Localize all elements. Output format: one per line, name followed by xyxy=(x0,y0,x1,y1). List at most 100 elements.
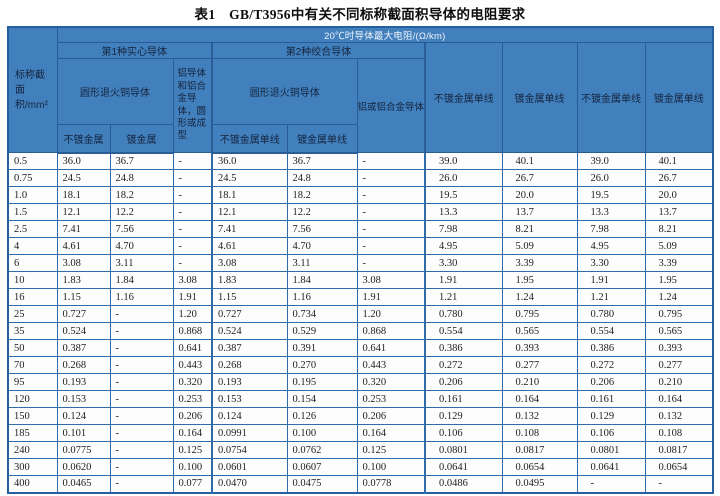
cell-col0: 300 xyxy=(7,458,58,476)
cell-col7: 0.0641 xyxy=(424,458,503,476)
table-row: 0.75 24.5 24.8-24.5 24.8-26.0 26.7 26.0 26.7 xyxy=(7,169,714,187)
cell-col10: 0.132 xyxy=(644,407,714,425)
cell-col8: 0.210 xyxy=(501,373,578,391)
cell-col1: 12.1 xyxy=(56,203,111,221)
cell-col10: 5.09 xyxy=(644,237,714,255)
cell-col1: 24.5 xyxy=(56,169,111,187)
cell-col3: 1.91 xyxy=(172,288,213,306)
cell-col2: 18.2 xyxy=(109,186,174,204)
cell-col1: 0.0465 xyxy=(56,475,111,493)
cell-col6: 0.253 xyxy=(356,390,426,408)
table-row: 150 0.124-0.206 0.124 0.126 0.206 0.129 0.132 0… xyxy=(7,407,714,425)
cell-col0: 185 xyxy=(7,424,58,442)
cell-col4: 0.0754 xyxy=(211,441,288,459)
cell-col7: 0.106 xyxy=(424,424,503,442)
cell-col8: 0.795 xyxy=(501,305,578,323)
table-row: 6 3.08 3.11-3.08 3.11-3.30 3.39 3.30 3.39 xyxy=(7,254,714,272)
cell-col0: 400 xyxy=(7,475,58,493)
cell-col5: 36.7 xyxy=(286,152,358,170)
cell-col8: 13.7 xyxy=(501,203,578,221)
cell-col3: 3.08 xyxy=(172,271,213,289)
header-g1-annealed-copper: 圆形退火铜导体 xyxy=(56,58,174,125)
cell-col7: 26.0 xyxy=(424,169,503,187)
cell-col1: 0.0775 xyxy=(56,441,111,459)
cell-col3: - xyxy=(172,237,213,255)
table-row: 0.5 36.0 36.7-36.0 36.7-39.0 40.1 39.0 40.1 xyxy=(7,152,714,170)
cell-col10: - xyxy=(644,475,714,493)
cell-col7: 39.0 xyxy=(424,152,503,170)
cell-col4: 12.1 xyxy=(211,203,288,221)
cell-col5: 7.56 xyxy=(286,220,358,238)
cell-col3: 0.077 xyxy=(172,475,213,493)
cell-col4: 0.193 xyxy=(211,373,288,391)
cell-col5: 0.0607 xyxy=(286,458,358,476)
cell-col0: 2.5 xyxy=(7,220,58,238)
cell-col0: 70 xyxy=(7,356,58,374)
page-title: 表1 GB/T3956中有关不同标称截面积导体的电阻要求 xyxy=(194,7,526,22)
cell-col7: 1.21 xyxy=(424,288,503,306)
cell-col5: 0.195 xyxy=(286,373,358,391)
cell-col10: 0.795 xyxy=(644,305,714,323)
cell-col7: 4.95 xyxy=(424,237,503,255)
cell-col8: 8.21 xyxy=(501,220,578,238)
cell-col5: 0.0762 xyxy=(286,441,358,459)
cell-col8: 0.0817 xyxy=(501,441,578,459)
cell-col10: 0.210 xyxy=(644,373,714,391)
cell-col1: 1.83 xyxy=(56,271,111,289)
cell-col9: 0.106 xyxy=(576,424,646,442)
cell-col8: 1.24 xyxy=(501,288,578,306)
cell-col8: 0.132 xyxy=(501,407,578,425)
cell-col5: 0.100 xyxy=(286,424,358,442)
cell-col5: 0.270 xyxy=(286,356,358,374)
cell-col10: 0.108 xyxy=(644,424,714,442)
cell-col7: 7.98 xyxy=(424,220,503,238)
cell-col2: 24.8 xyxy=(109,169,174,187)
cell-col10: 26.7 xyxy=(644,169,714,187)
cell-col8: 0.0495 xyxy=(501,475,578,493)
cell-col4: 36.0 xyxy=(211,152,288,170)
cell-col4: 0.0991 xyxy=(211,424,288,442)
cell-col2: 36.7 xyxy=(109,152,174,170)
cell-col3: 0.641 xyxy=(172,339,213,357)
header-row-plating: 不镀金属 镀金属 不镀金属单线 镀金属单线 xyxy=(8,124,713,154)
cell-col3: 0.100 xyxy=(172,458,213,476)
cell-col1: 1.15 xyxy=(56,288,111,306)
cell-col2: 3.11 xyxy=(109,254,174,272)
cell-col6: 1.20 xyxy=(356,305,426,323)
cell-col9: 7.98 xyxy=(576,220,646,238)
cell-col6: - xyxy=(356,237,426,255)
cell-col0: 10 xyxy=(7,271,58,289)
cell-col6: 0.164 xyxy=(356,424,426,442)
table-body: 0.5 36.0 36.7-36.0 36.7-39.0 40.1 39.0 40.1 0.7… xyxy=(7,152,714,493)
header-g2-annealed-copper: 圆形退火铜导体 xyxy=(211,58,358,125)
cell-col10: 3.39 xyxy=(644,254,714,272)
header-plated-wire-col9: 镀金属单线 xyxy=(501,42,578,153)
cell-col2: - xyxy=(109,475,174,493)
cell-col6: - xyxy=(356,186,426,204)
cell-col10: 0.393 xyxy=(644,339,714,357)
header-group2-stranded-conductor: 第2种绞合导体 xyxy=(211,42,426,59)
cell-col9: 0.386 xyxy=(576,339,646,357)
cell-col1: 36.0 xyxy=(56,152,111,170)
cell-col5: 0.734 xyxy=(286,305,358,323)
cell-col7: 13.3 xyxy=(424,203,503,221)
table-row: 400 0.0465-0.077 0.0470 0.0475 0.0778 0.0486 0… xyxy=(7,475,714,493)
table-row: 50 0.387-0.641 0.387 0.391 0.641 0.386 0.393 0.… xyxy=(7,339,714,357)
cell-col4: 0.153 xyxy=(211,390,288,408)
cell-col3: - xyxy=(172,220,213,238)
cell-col1: 0.153 xyxy=(56,390,111,408)
cell-col1: 4.61 xyxy=(56,237,111,255)
cell-col3: 0.443 xyxy=(172,356,213,374)
header-g2-unplated-wire: 不镀金属单线 xyxy=(211,124,288,154)
header-group1-solid-conductor: 第1种实心导体 xyxy=(56,42,213,59)
cell-col1: 0.0620 xyxy=(56,458,111,476)
cell-col9: 0.206 xyxy=(576,373,646,391)
resistance-table: 标称截 面积/mm² 20℃时导体最大电阻/(Ω/km) 第1种实心导体 第2种… xyxy=(7,26,715,494)
table-row: 120 0.153-0.253 0.153 0.154 0.253 0.161 0.164 0… xyxy=(7,390,714,408)
table-row: 35 0.524-0.868 0.524 0.529 0.868 0.554 0.565 0.… xyxy=(7,322,714,340)
cell-col5: 1.84 xyxy=(286,271,358,289)
cell-col1: 0.268 xyxy=(56,356,111,374)
cell-col3: - xyxy=(172,254,213,272)
cell-col3: 1.20 xyxy=(172,305,213,323)
cell-col4: 0.0470 xyxy=(211,475,288,493)
